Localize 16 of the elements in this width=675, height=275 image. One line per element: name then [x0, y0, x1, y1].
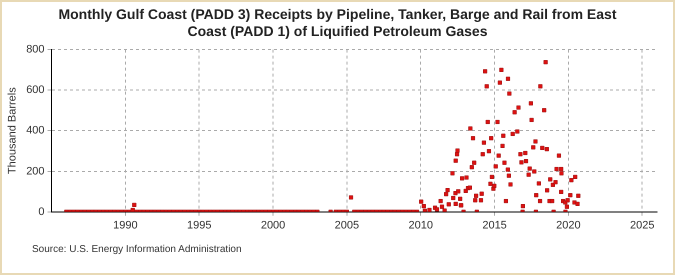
x-tick-label: 2000 — [260, 219, 286, 232]
chart-title: Monthly Gulf Coast (PADD 3) Receipts by Pipeline, Tanker, Barge and Rail from East Coast (PADD 1) of Liquified Petroleum Gases — [57, 6, 618, 40]
x-tick-label: 2005 — [334, 219, 360, 232]
x-tick-label: 2025 — [630, 219, 654, 232]
x-tick-label: 2010 — [408, 219, 433, 232]
x-tick-label: 2020 — [556, 219, 581, 232]
x-tick-label: 2015 — [482, 219, 507, 232]
y-tick-label: 0 — [38, 206, 45, 218]
y-tick-label: 400 — [26, 124, 45, 137]
y-tick-label: 800 — [26, 44, 45, 56]
source-note: Source: U.S. Energy Information Administration — [32, 244, 242, 255]
y-tick-label: 600 — [26, 84, 45, 96]
y-axis-title: Thousand Barrels — [6, 86, 19, 174]
x-tick-label: 1990 — [113, 219, 138, 232]
x-tick-label: 1995 — [186, 219, 212, 232]
y-tick-label: 200 — [26, 165, 45, 178]
